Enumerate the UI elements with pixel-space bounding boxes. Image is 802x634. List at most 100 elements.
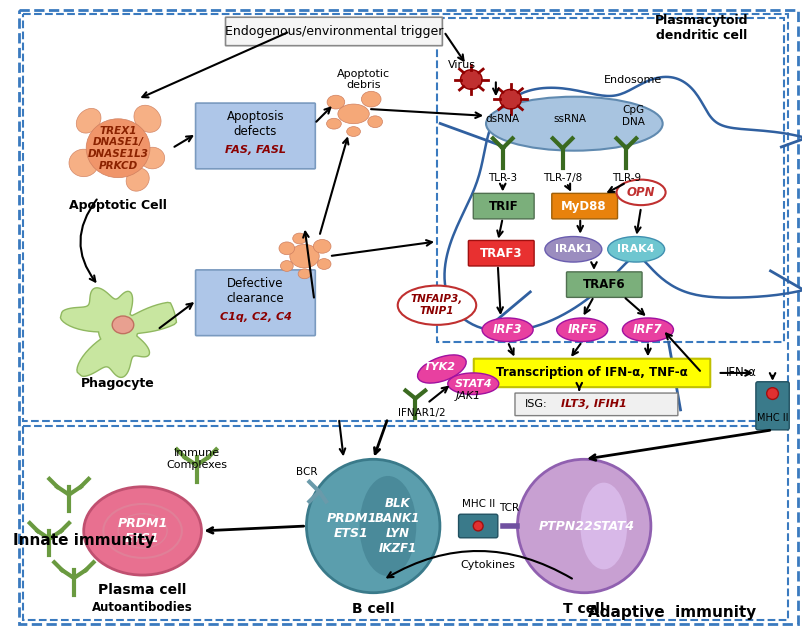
Text: ssRNA: ssRNA (553, 113, 586, 124)
Text: IFNAR1/2: IFNAR1/2 (399, 408, 446, 418)
FancyBboxPatch shape (515, 393, 678, 416)
Text: JAK1: JAK1 (456, 391, 481, 401)
Ellipse shape (608, 236, 665, 262)
Ellipse shape (346, 127, 360, 136)
Text: BCR: BCR (296, 467, 318, 477)
Text: PRDM1
ETS1: PRDM1 ETS1 (117, 517, 168, 545)
Ellipse shape (318, 259, 331, 269)
Text: Cytokines: Cytokines (460, 560, 516, 570)
Text: Autoantibodies: Autoantibodies (92, 601, 193, 614)
Text: PRDM1
ETS1: PRDM1 ETS1 (326, 512, 377, 540)
Text: Endogenous/environmental trigger: Endogenous/environmental trigger (225, 25, 444, 38)
Text: TRIF: TRIF (489, 200, 519, 212)
FancyBboxPatch shape (459, 514, 498, 538)
Text: Plasmacytoid
dendritic cell: Plasmacytoid dendritic cell (655, 13, 748, 42)
Text: C1q, C2, C4: C1q, C2, C4 (220, 312, 291, 322)
Text: BLK
BANK1
LYN
IKZF1: BLK BANK1 LYN IKZF1 (375, 497, 420, 555)
Text: FAS, FASL: FAS, FASL (225, 145, 286, 155)
Ellipse shape (617, 179, 666, 205)
Text: IRAK4: IRAK4 (618, 244, 655, 254)
Ellipse shape (448, 373, 499, 394)
Ellipse shape (473, 521, 483, 531)
Text: Innate immunity: Innate immunity (13, 533, 155, 548)
Text: TLR-9: TLR-9 (612, 172, 641, 183)
Ellipse shape (327, 95, 345, 109)
Text: MHC II: MHC II (462, 500, 495, 510)
Text: TLR-3: TLR-3 (488, 172, 517, 183)
Ellipse shape (517, 459, 651, 593)
Ellipse shape (500, 89, 521, 109)
Text: B cell: B cell (352, 602, 395, 616)
Text: MyD88: MyD88 (561, 200, 607, 212)
Text: ISG:: ISG: (525, 399, 548, 410)
Text: IRAK1: IRAK1 (555, 244, 592, 254)
Ellipse shape (293, 233, 306, 244)
Ellipse shape (398, 285, 476, 325)
Text: Plasma cell: Plasma cell (99, 583, 187, 597)
Ellipse shape (622, 318, 674, 342)
Text: TRAF3: TRAF3 (480, 247, 522, 260)
Text: Immune
Complexes: Immune Complexes (166, 448, 227, 470)
Text: CpG
DNA: CpG DNA (622, 105, 645, 127)
Ellipse shape (140, 147, 164, 169)
Text: Phagocyte: Phagocyte (81, 377, 155, 390)
Ellipse shape (482, 318, 533, 342)
Text: TRAF6: TRAF6 (582, 278, 625, 291)
Ellipse shape (418, 355, 466, 383)
Text: Transcription of IFN-α, TNF-α: Transcription of IFN-α, TNF-α (496, 366, 688, 379)
Text: IRF3: IRF3 (493, 323, 522, 336)
Ellipse shape (545, 236, 602, 262)
Text: Adaptive  immunity: Adaptive immunity (589, 605, 756, 620)
Text: IRF5: IRF5 (568, 323, 597, 336)
Text: TCR: TCR (500, 503, 520, 514)
Ellipse shape (69, 149, 99, 177)
Text: dsRNA: dsRNA (486, 113, 520, 124)
Ellipse shape (359, 476, 416, 576)
Ellipse shape (338, 104, 369, 124)
Polygon shape (60, 288, 176, 377)
FancyBboxPatch shape (473, 193, 534, 219)
Ellipse shape (76, 108, 101, 133)
Ellipse shape (460, 70, 482, 89)
FancyBboxPatch shape (552, 193, 618, 219)
FancyBboxPatch shape (755, 382, 789, 430)
Ellipse shape (368, 116, 383, 127)
Text: TNFAIP3,
TNIP1: TNFAIP3, TNIP1 (411, 294, 463, 316)
Ellipse shape (298, 269, 311, 279)
Ellipse shape (314, 240, 331, 253)
Ellipse shape (362, 91, 381, 107)
Ellipse shape (281, 261, 294, 271)
Text: TLR-7/8: TLR-7/8 (543, 172, 582, 183)
Text: Apoptotic
debris: Apoptotic debris (337, 68, 390, 90)
Text: STAT4: STAT4 (455, 378, 492, 389)
FancyBboxPatch shape (225, 17, 443, 46)
FancyBboxPatch shape (196, 103, 315, 169)
Ellipse shape (134, 105, 161, 133)
Text: Apoptotic Cell: Apoptotic Cell (69, 198, 167, 212)
Text: TYK2: TYK2 (424, 362, 456, 372)
Text: Defective
clearance: Defective clearance (227, 276, 284, 304)
FancyBboxPatch shape (468, 240, 534, 266)
Text: T cell: T cell (564, 602, 605, 616)
Text: ILT3, IFIH1: ILT3, IFIH1 (561, 399, 627, 410)
Text: PTPN22: PTPN22 (539, 519, 593, 533)
Text: TREX1
DNASE1/
DNASE1L3
PRKCD: TREX1 DNASE1/ DNASE1L3 PRKCD (87, 126, 148, 171)
Ellipse shape (290, 244, 319, 268)
Ellipse shape (486, 97, 662, 151)
Ellipse shape (306, 459, 440, 593)
Ellipse shape (86, 119, 150, 178)
FancyBboxPatch shape (566, 272, 642, 297)
Text: Virus: Virus (448, 60, 476, 70)
Ellipse shape (279, 242, 294, 255)
Text: MHC II: MHC II (757, 413, 788, 423)
Ellipse shape (326, 119, 342, 129)
Ellipse shape (767, 387, 779, 399)
Ellipse shape (581, 482, 627, 569)
Text: Apoptosis
defects: Apoptosis defects (227, 110, 284, 138)
Text: OPN: OPN (627, 186, 655, 199)
Ellipse shape (112, 316, 134, 333)
FancyBboxPatch shape (474, 359, 711, 387)
Text: IRF7: IRF7 (634, 323, 662, 336)
Ellipse shape (126, 168, 149, 191)
Text: Endosome: Endosome (604, 75, 662, 84)
